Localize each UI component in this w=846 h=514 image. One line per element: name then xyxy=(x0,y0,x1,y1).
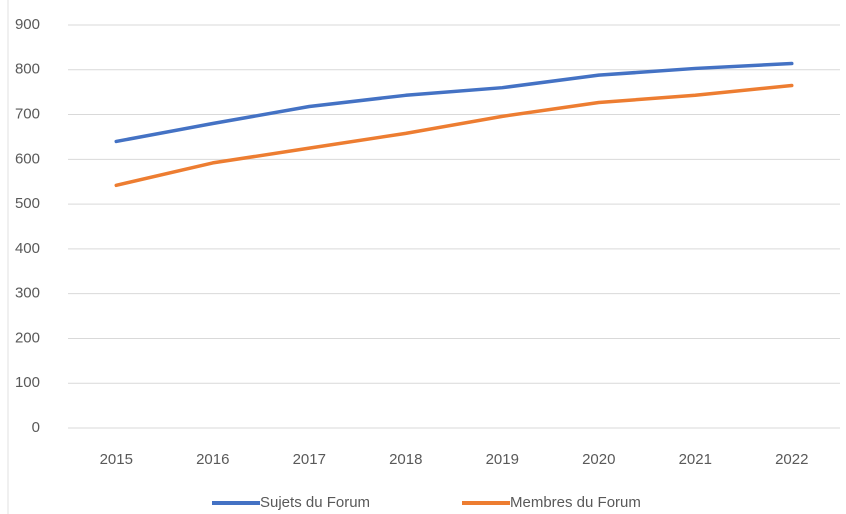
line-series xyxy=(114,61,794,144)
y-tick-label: 0 xyxy=(32,419,40,436)
legend-label: Sujets du Forum xyxy=(260,494,370,511)
x-tick-label: 2020 xyxy=(582,451,615,468)
y-tick-label: 700 xyxy=(15,106,40,123)
x-tick-label: 2022 xyxy=(775,451,808,468)
legend-label: Membres du Forum xyxy=(510,494,641,511)
x-tick-label: 2015 xyxy=(100,451,133,468)
y-tick-label: 300 xyxy=(15,285,40,302)
y-tick-label: 800 xyxy=(15,61,40,78)
y-tick-label: 100 xyxy=(15,374,40,391)
x-tick-label: 2018 xyxy=(389,451,422,468)
y-tick-label: 500 xyxy=(15,195,40,212)
y-tick-label: 600 xyxy=(15,150,40,167)
x-tick-label: 2016 xyxy=(196,451,229,468)
line-series xyxy=(114,83,794,188)
y-tick-label: 200 xyxy=(15,329,40,346)
y-tick-label: 400 xyxy=(15,240,40,257)
y-tick-label: 900 xyxy=(15,16,40,33)
x-tick-label: 2017 xyxy=(293,451,326,468)
x-tick-label: 2019 xyxy=(486,451,519,468)
x-tick-label: 2021 xyxy=(679,451,712,468)
